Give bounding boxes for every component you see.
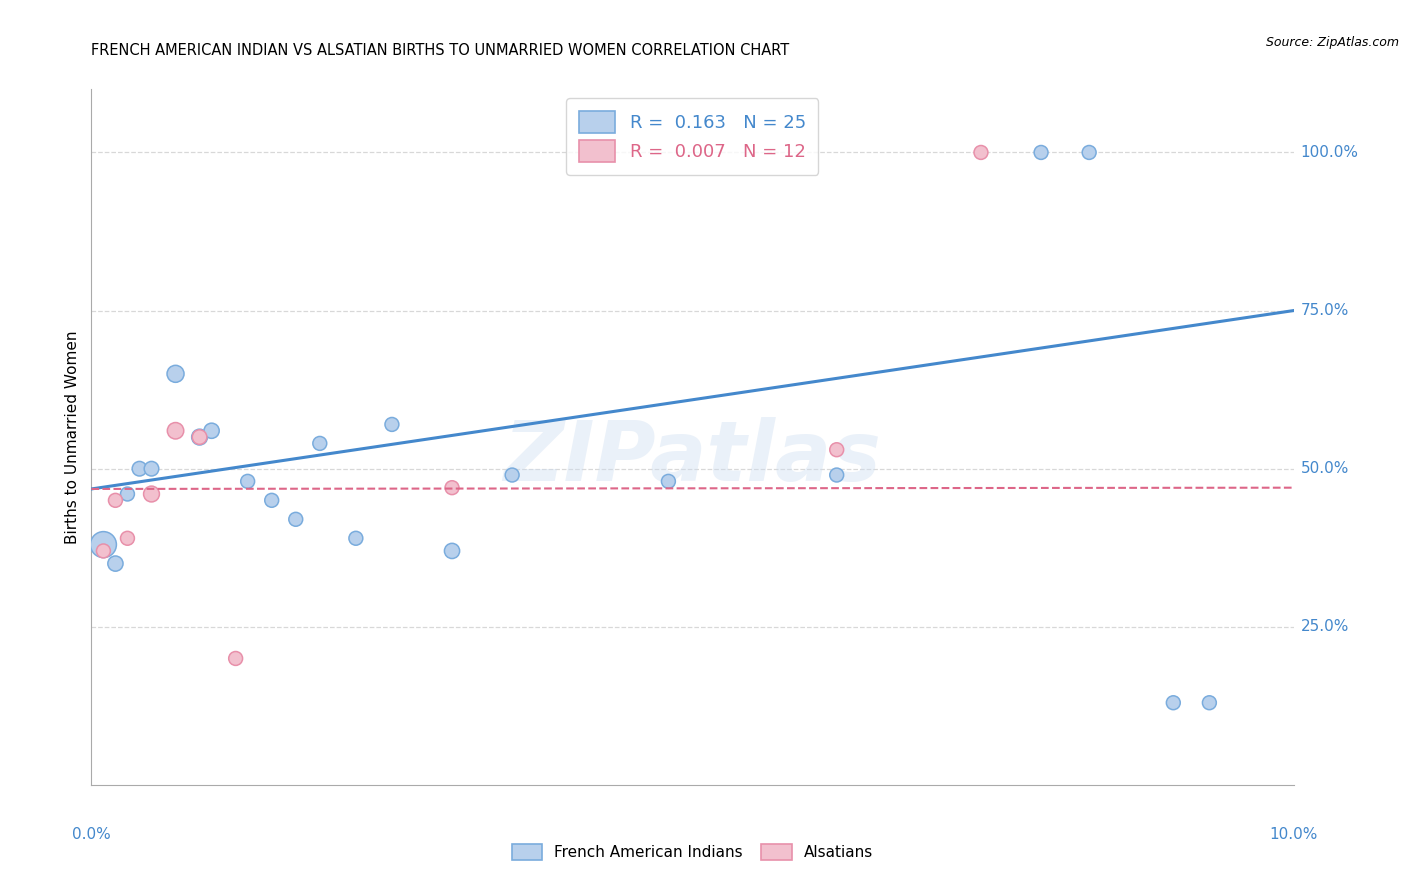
Point xyxy=(201,424,224,438)
Point xyxy=(141,461,163,475)
Y-axis label: Births to Unmarried Women: Births to Unmarried Women xyxy=(65,330,80,544)
Point xyxy=(93,544,115,558)
Text: 10.0%: 10.0% xyxy=(1270,827,1317,841)
Point xyxy=(308,436,330,450)
Text: 75.0%: 75.0% xyxy=(1301,303,1348,318)
Text: Source: ZipAtlas.com: Source: ZipAtlas.com xyxy=(1265,36,1399,49)
Text: ZIPatlas: ZIPatlas xyxy=(503,417,882,499)
Point xyxy=(1078,145,1101,160)
Point xyxy=(225,651,247,665)
Legend: French American Indians, Alsatians: French American Indians, Alsatians xyxy=(503,837,882,868)
Point xyxy=(440,481,463,495)
Point xyxy=(165,367,187,381)
Point xyxy=(260,493,283,508)
Point xyxy=(141,487,163,501)
Point xyxy=(825,442,848,457)
Point xyxy=(188,430,211,444)
Point xyxy=(104,493,127,508)
Text: 50.0%: 50.0% xyxy=(1301,461,1348,476)
Point xyxy=(344,531,367,545)
Text: 25.0%: 25.0% xyxy=(1301,619,1348,634)
Point xyxy=(188,430,211,444)
Text: 0.0%: 0.0% xyxy=(72,827,111,841)
Point xyxy=(970,145,993,160)
Point xyxy=(1198,696,1220,710)
Point xyxy=(501,468,523,483)
Point xyxy=(104,557,127,571)
Point xyxy=(117,531,139,545)
Point xyxy=(236,475,259,489)
Point xyxy=(93,538,115,552)
Point xyxy=(440,544,463,558)
Point xyxy=(117,487,139,501)
Point xyxy=(284,512,307,526)
Point xyxy=(1161,696,1184,710)
Point xyxy=(165,424,187,438)
Point xyxy=(381,417,404,432)
Point xyxy=(825,468,848,483)
Text: FRENCH AMERICAN INDIAN VS ALSATIAN BIRTHS TO UNMARRIED WOMEN CORRELATION CHART: FRENCH AMERICAN INDIAN VS ALSATIAN BIRTH… xyxy=(91,43,790,58)
Point xyxy=(657,475,679,489)
Text: 100.0%: 100.0% xyxy=(1301,145,1358,160)
Point xyxy=(1029,145,1052,160)
Point xyxy=(128,461,150,475)
